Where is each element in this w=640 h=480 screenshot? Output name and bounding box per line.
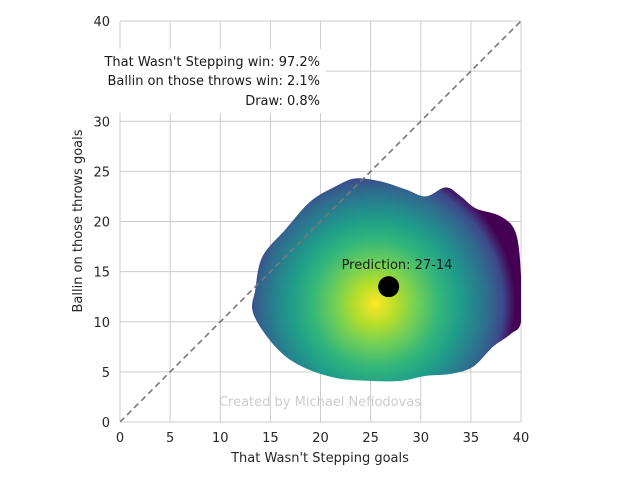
y-tick-label: 30 [93, 115, 110, 130]
y-tick-label: 25 [93, 165, 110, 180]
x-tick-label: 20 [312, 431, 329, 446]
y-tick-label: 0 [102, 416, 110, 431]
x-tick-label: 0 [116, 431, 124, 446]
outcome-probability-box: That Wasn't Stepping win: 97.2% Ballin o… [84, 49, 326, 113]
draw-probability: Draw: 0.8% [245, 94, 320, 109]
y-tick-label: 10 [93, 316, 110, 331]
x-axis-label: That Wasn't Stepping goals [230, 451, 409, 466]
prediction-point [378, 276, 400, 298]
x-tick-label: 40 [513, 431, 530, 446]
x-tick-label: 5 [166, 431, 174, 446]
x-tick-label: 15 [262, 431, 279, 446]
x-tick-label: 25 [362, 431, 379, 446]
outcome-box-background [84, 49, 326, 113]
y-tick-label: 40 [93, 15, 110, 30]
y-tick-label: 15 [93, 266, 110, 281]
away-win-probability: Ballin on those throws win: 2.1% [107, 74, 320, 89]
y-tick-label: 20 [93, 216, 110, 231]
credit-watermark: Created by Michael Nefiodovas [219, 395, 421, 410]
x-tick-label: 30 [412, 431, 429, 446]
diagonal-line [120, 21, 521, 422]
x-tick-label: 10 [212, 431, 229, 446]
prediction-label: Prediction: 27-14 [342, 258, 453, 273]
y-tick-label: 5 [102, 366, 110, 381]
y-axis-label: Ballin on those throws goals [71, 129, 86, 312]
home-win-probability: That Wasn't Stepping win: 97.2% [103, 55, 320, 70]
x-tick-label: 35 [463, 431, 480, 446]
prediction-point-group [378, 276, 400, 298]
diagonal-line-group [120, 21, 521, 422]
